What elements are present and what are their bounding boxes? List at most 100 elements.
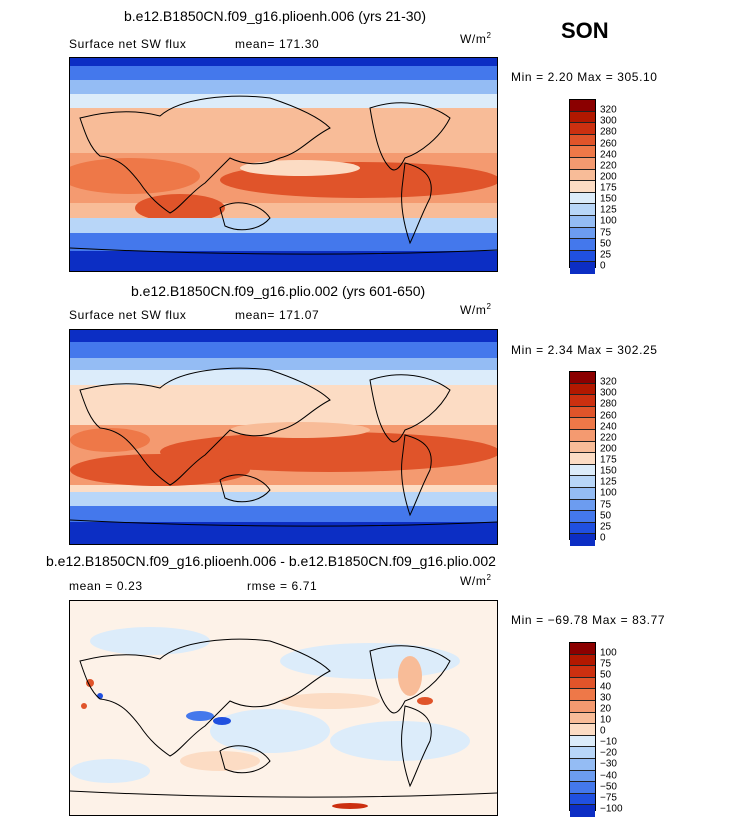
- panel-2-colorbar: [569, 371, 596, 546]
- panel-1-map-field: [70, 58, 497, 271]
- panel-3-map-field: [70, 601, 497, 815]
- colorbar-tick-label: 100: [600, 647, 617, 659]
- colorbar-tick-label: 10: [600, 714, 612, 726]
- colorbar-bin: [570, 157, 595, 170]
- colorbar-tick-label: 150: [600, 465, 617, 477]
- colorbar-tick-label: −50: [600, 781, 617, 793]
- panel-2-title: b.e12.B1850CN.f09_g16.plio.002 (yrs 601-…: [131, 283, 426, 299]
- panel-2-colorbar-ticks: 320 300 280 260 240 220 200 175 150 125 100 75 50 25 0: [600, 371, 640, 544]
- colorbar-bin: [570, 793, 595, 806]
- colorbar-tick-label: 0: [600, 532, 606, 544]
- colorbar-tick-label: 240: [600, 149, 617, 161]
- colorbar-bin: [570, 395, 595, 407]
- colorbar-bin: [570, 239, 595, 251]
- colorbar-tick-label: 320: [600, 104, 617, 116]
- colorbar-tick-label: 25: [600, 249, 612, 261]
- colorbar-bin: [570, 758, 595, 771]
- colorbar-tick-label: 75: [600, 499, 612, 511]
- colorbar-tick-label: 175: [600, 454, 617, 466]
- panel-2-variable: Surface net SW flux: [69, 308, 187, 322]
- panel-1-units: W/m2: [460, 31, 492, 46]
- colorbar-bin: [570, 181, 595, 193]
- colorbar-bin: [570, 262, 595, 274]
- colorbar-bin: [570, 418, 595, 430]
- colorbar-tick-label: −30: [600, 758, 617, 770]
- colorbar-tick-label: 25: [600, 521, 612, 533]
- colorbar-tick-label: 150: [600, 193, 617, 205]
- colorbar-tick-label: −40: [600, 770, 617, 782]
- panel-2-minmax: Min = 2.34 Max = 302.25: [511, 343, 658, 357]
- colorbar-tick-label: 260: [600, 410, 617, 422]
- colorbar-bin: [570, 770, 595, 783]
- colorbar-tick-label: −10: [600, 736, 617, 748]
- colorbar-tick-label: 0: [600, 725, 606, 737]
- colorbar-tick-label: 50: [600, 669, 612, 681]
- colorbar-bin: [570, 724, 595, 736]
- colorbar-tick-label: 40: [600, 681, 612, 693]
- panel-3-rmse: rmse = 6.71: [247, 579, 318, 593]
- colorbar-bin: [570, 464, 595, 477]
- colorbar-bin: [570, 227, 595, 240]
- colorbar-bin: [570, 700, 595, 713]
- panel-3-map: [69, 600, 498, 816]
- colorbar-tick-label: 100: [600, 487, 617, 499]
- colorbar-bin: [570, 511, 595, 523]
- colorbar-bin: [570, 100, 595, 112]
- colorbar-bin: [570, 215, 595, 228]
- colorbar-bin: [570, 689, 595, 701]
- colorbar-tick-label: −100: [600, 803, 623, 815]
- colorbar-bin: [570, 643, 595, 655]
- colorbar-tick-label: 220: [600, 432, 617, 444]
- panel-1-minmax: Min = 2.20 Max = 305.10: [511, 70, 658, 84]
- panel-1-mean: mean= 171.30: [235, 37, 320, 51]
- panel-3-units: W/m2: [460, 573, 492, 588]
- colorbar-bin: [570, 123, 595, 135]
- colorbar-bin: [570, 192, 595, 205]
- panel-3-colorbar-ticks: 100 75 50 40 30 20 10 0 −10 −20 −30 −40 −50 −75 −100: [600, 642, 640, 815]
- colorbar-bin: [570, 747, 595, 759]
- colorbar-bin: [570, 250, 595, 263]
- colorbar-bin: [570, 429, 595, 442]
- colorbar-tick-label: 175: [600, 182, 617, 194]
- colorbar-tick-label: 50: [600, 238, 612, 250]
- colorbar-bin: [570, 654, 595, 667]
- colorbar-bin: [570, 111, 595, 124]
- colorbar-tick-label: 30: [600, 692, 612, 704]
- colorbar-bin: [570, 441, 595, 454]
- colorbar-bin: [570, 383, 595, 396]
- panel-2-mean: mean= 171.07: [235, 308, 320, 322]
- panel-1-colorbar-ticks: 320 300 280 260 240 220 200 175 150 125 100 75 50 25 0: [600, 99, 640, 272]
- colorbar-tick-label: 50: [600, 510, 612, 522]
- colorbar-tick-label: 20: [600, 703, 612, 715]
- colorbar-bin: [570, 522, 595, 535]
- colorbar-bin: [570, 735, 595, 748]
- colorbar-bin: [570, 169, 595, 182]
- colorbar-tick-label: 200: [600, 443, 617, 455]
- panel-1-colorbar: [569, 99, 596, 274]
- panel-1-title: b.e12.B1850CN.f09_g16.plioenh.006 (yrs 2…: [124, 8, 426, 24]
- panel-2-units: W/m2: [460, 302, 492, 317]
- colorbar-bin: [570, 712, 595, 725]
- colorbar-bin: [570, 677, 595, 690]
- colorbar-tick-label: −20: [600, 747, 617, 759]
- panel-1-map: [69, 57, 498, 272]
- colorbar-tick-label: 75: [600, 658, 612, 670]
- colorbar-tick-label: 200: [600, 171, 617, 183]
- panel-2-map-field: [70, 330, 497, 544]
- colorbar-bin: [570, 134, 595, 147]
- colorbar-tick-label: 0: [600, 260, 606, 272]
- colorbar-tick-label: 125: [600, 476, 617, 488]
- panel-3-colorbar: [569, 642, 596, 817]
- colorbar-tick-label: 280: [600, 126, 617, 138]
- panel-3-title: b.e12.B1850CN.f09_g16.plioenh.006 - b.e1…: [46, 553, 496, 569]
- panel-2-map: [69, 329, 498, 545]
- colorbar-bin: [570, 204, 595, 216]
- panel-1-variable: Surface net SW flux: [69, 37, 187, 51]
- colorbar-bin: [570, 666, 595, 678]
- colorbar-bin: [570, 372, 595, 384]
- colorbar-bin: [570, 782, 595, 794]
- colorbar-tick-label: 260: [600, 138, 617, 150]
- panel-3-minmax: Min = −69.78 Max = 83.77: [511, 613, 666, 627]
- colorbar-bin: [570, 499, 595, 512]
- colorbar-bin: [570, 453, 595, 465]
